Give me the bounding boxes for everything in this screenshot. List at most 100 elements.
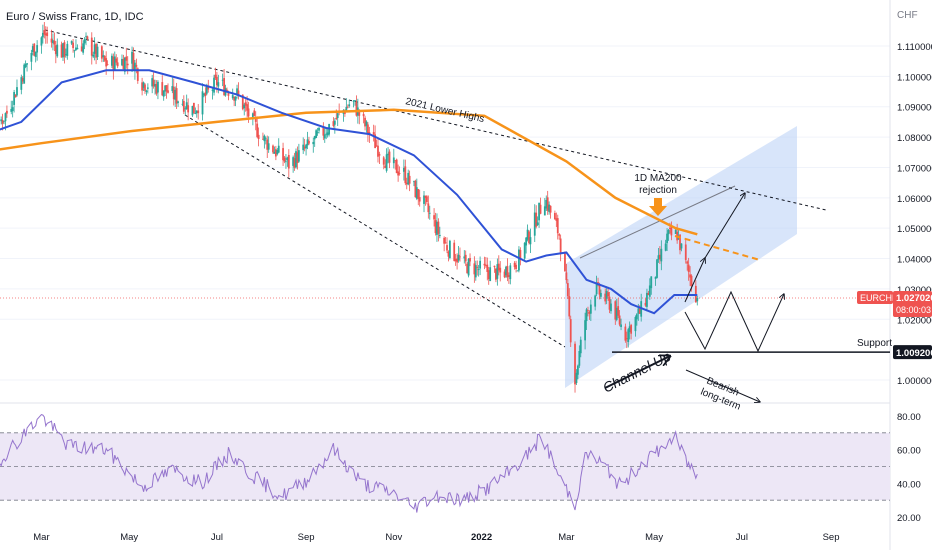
- candle-body: [495, 268, 497, 280]
- candle-body: [395, 159, 398, 174]
- candle-body: [689, 274, 691, 278]
- candle-body: [297, 150, 300, 162]
- candle-body: [413, 181, 415, 183]
- candle-body: [474, 265, 477, 278]
- time-axis: Mar May Jul Sep Nov 2022 Mar May Jul Sep: [33, 532, 839, 543]
- candle-body: [60, 44, 63, 58]
- candle-body: [489, 267, 492, 282]
- candle-body: [126, 63, 129, 66]
- candle-body: [696, 298, 699, 302]
- candle-body: [185, 102, 188, 110]
- candle-body: [378, 153, 381, 156]
- candle-body: [226, 89, 228, 92]
- candle-body: [648, 285, 651, 297]
- candle-body: [4, 113, 7, 122]
- candle-body: [197, 110, 200, 114]
- candle-body: [93, 44, 96, 54]
- time-tick-label: Nov: [385, 532, 402, 543]
- candle-body: [459, 256, 461, 258]
- candle-body: [575, 372, 578, 383]
- candle-body: [503, 271, 506, 278]
- candle-body: [574, 343, 576, 385]
- candle-body: [604, 293, 607, 302]
- projections: [604, 193, 784, 402]
- candle-body: [106, 64, 109, 66]
- candle-body: [0, 119, 3, 122]
- candle-body: [434, 220, 437, 234]
- candle-body: [253, 110, 256, 116]
- candle-body: [637, 308, 640, 314]
- candle-body: [312, 141, 315, 145]
- candle-body: [246, 104, 249, 111]
- price-tick-label: 1.110000: [897, 42, 932, 53]
- candle-body: [402, 167, 405, 172]
- price-axis: 1.110000 1.100000 1.090000 1.080000 1.070000…: [857, 42, 932, 524]
- candle-body: [122, 59, 125, 70]
- candle-body: [207, 87, 210, 90]
- candle-body: [516, 270, 519, 272]
- candle-body: [515, 264, 517, 270]
- candle-body: [286, 157, 289, 161]
- candle-body: [121, 58, 123, 66]
- candle-body: [53, 40, 56, 45]
- candle-body: [135, 64, 138, 67]
- chart-title: Euro / Swiss Franc, 1D, IDC: [6, 11, 144, 23]
- candle-body: [625, 338, 628, 340]
- candle-body: [565, 272, 568, 281]
- candle-body: [486, 264, 489, 272]
- candle-body: [484, 265, 487, 266]
- candle-body: [487, 270, 490, 280]
- candle-body: [566, 283, 569, 297]
- candle-body: [203, 94, 205, 95]
- ma200-rejection-label-2: rejection: [639, 185, 677, 196]
- candle-body: [323, 134, 326, 139]
- candle-body: [325, 133, 328, 135]
- candle-body: [404, 166, 407, 184]
- candle-body: [433, 215, 435, 220]
- candle-body: [355, 101, 358, 116]
- candle-body: [618, 315, 621, 325]
- candle-body: [377, 145, 379, 157]
- candle-body: [425, 196, 428, 203]
- candle-body: [529, 237, 532, 245]
- candle-body: [523, 242, 526, 259]
- candle-body: [80, 46, 83, 52]
- time-tick-label: Mar: [558, 532, 574, 543]
- price-tick-label: 1.080000: [897, 133, 932, 144]
- price-tick-label: 1.050000: [897, 224, 932, 235]
- candle-body: [292, 157, 295, 166]
- candle-body: [620, 324, 622, 328]
- candle-body: [415, 187, 418, 199]
- support-label: Support: [857, 338, 892, 349]
- candle-body: [251, 113, 254, 120]
- candle-body: [182, 100, 185, 112]
- candle-body: [447, 251, 450, 257]
- candle-body: [285, 161, 287, 163]
- candle-body: [142, 82, 145, 88]
- candle-body: [181, 103, 184, 105]
- candle-body: [518, 249, 520, 271]
- candle-body: [424, 195, 427, 198]
- candle-body: [151, 78, 154, 87]
- candle-body: [398, 173, 401, 174]
- candle-body: [152, 79, 155, 87]
- candle-body: [638, 308, 641, 314]
- candle-body: [539, 204, 542, 214]
- ma-blue-line: [0, 69, 698, 315]
- candle-body: [75, 47, 77, 51]
- candle-body: [276, 150, 279, 155]
- candle-body: [293, 158, 296, 168]
- candle-body: [274, 149, 277, 157]
- candle-body: [568, 296, 571, 317]
- symbol-badge-label: EURCHF: [860, 293, 898, 303]
- candle-body: [102, 55, 105, 58]
- candle-body: [564, 252, 566, 272]
- candle-body: [146, 87, 149, 89]
- candle-body: [569, 319, 572, 343]
- candle-body: [646, 292, 648, 307]
- time-tick-label: May: [645, 532, 663, 543]
- candle-body: [287, 154, 290, 169]
- candle-body: [354, 100, 356, 101]
